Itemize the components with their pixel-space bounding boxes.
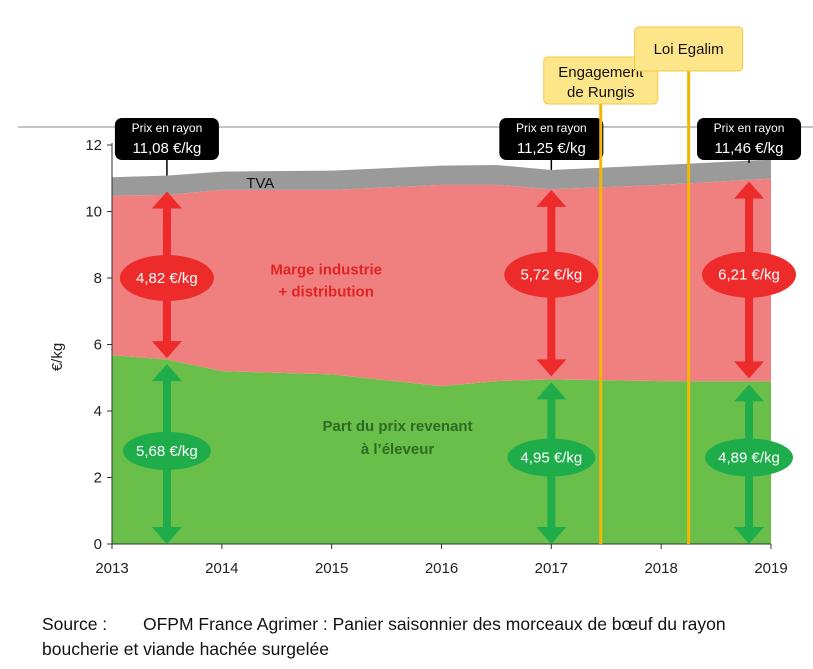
area-tva [112,159,771,196]
series-label-tva: TVA [246,175,274,192]
x-tick-label: 2019 [754,560,787,577]
price-callout-label: Prix en rayon [714,121,785,135]
source-label: Source : [42,614,108,634]
event-label-line1: Loi Egalim [654,41,724,58]
chart: 0 2 4 6 8 10 12 2013 2014 2015 2016 2017 2018 2019 TVA… [18,26,813,577]
arrow-marge-head-top [536,189,567,207]
ellipse-marge [702,251,797,298]
ellipse-marge [504,251,599,298]
y-tick-label: 8 [94,270,102,287]
y-tick-label: 12 [85,137,102,154]
y-tick-label: 2 [94,470,102,487]
ellipse-eleveur [507,438,596,477]
arrow-marge-head-bottom [734,361,765,379]
event-box [634,26,744,72]
arrow-eleveur-head-top [151,364,182,382]
y-tick-label: 0 [94,536,102,553]
event-label-line2: de Rungis [567,84,635,101]
ellipse-eleveur [705,438,794,477]
price-callout-value: 11,08 €/kg [132,140,201,157]
value-eleveur: 4,95 €/kg [520,450,582,467]
value-eleveur: 4,89 €/kg [718,450,780,467]
price-callout-label: Prix en rayon [516,121,587,135]
arrow-eleveur-head-top [734,384,765,402]
value-marge: 4,82 €/kg [136,270,198,287]
series-label-eleveur-line1: Part du prix revenant [323,418,473,435]
value-eleveur: 5,68 €/kg [136,443,198,460]
price-callout-value: 11,46 €/kg [715,140,784,157]
ellipse-marge [119,255,214,301]
price-callout [499,118,604,160]
value-marge: 5,72 €/kg [520,267,582,284]
price-callout-value: 11,25 €/kg [517,140,586,157]
y-tick-label: 6 [94,337,102,354]
event-box [543,56,659,105]
y-tick-label: 4 [94,403,102,420]
ellipse-eleveur [122,431,211,470]
source-text: OFPM France Agrimer : Panier saisonnier … [42,614,726,659]
arrow-marge-head-bottom [536,359,567,377]
x-tick-label: 2018 [644,560,677,577]
x-tick-label: 2015 [315,560,348,577]
x-tick-label: 2014 [205,560,238,577]
series-label-marge-line1: Marge industrie [270,262,382,279]
arrow-marge-head-top [151,191,182,209]
source-note: Source : OFPM France Agrimer : Panier sai… [42,612,782,662]
plot-area: 0 2 4 6 8 10 12 2013 2014 2015 2016 2017 2018 2019 TVA… [85,26,802,577]
y-axis-label: €/kg [49,343,66,371]
arrow-marge-head-bottom [151,341,182,359]
series-label-eleveur-line2: à l’éleveur [361,441,435,458]
x-tick-label: 2016 [425,560,458,577]
arrow-marge-head-top [734,181,765,199]
arrow-eleveur-head-top [536,382,567,400]
price-callout-label: Prix en rayon [132,121,203,135]
price-callout [114,118,219,160]
x-tick-label: 2017 [535,560,568,577]
series-label-marge-line2: + distribution [278,283,373,300]
x-tick-label: 2013 [95,560,128,577]
area-marge [112,178,771,387]
arrow-eleveur-head-bottom [151,527,182,544]
arrow-eleveur-head-bottom [734,527,765,544]
area-eleveur [112,355,771,544]
value-marge: 6,21 €/kg [718,267,780,284]
y-tick-label: 10 [85,204,102,221]
event-label-line1: Engagement [558,64,644,81]
price-callout [697,118,802,160]
arrow-eleveur-head-bottom [536,527,567,544]
